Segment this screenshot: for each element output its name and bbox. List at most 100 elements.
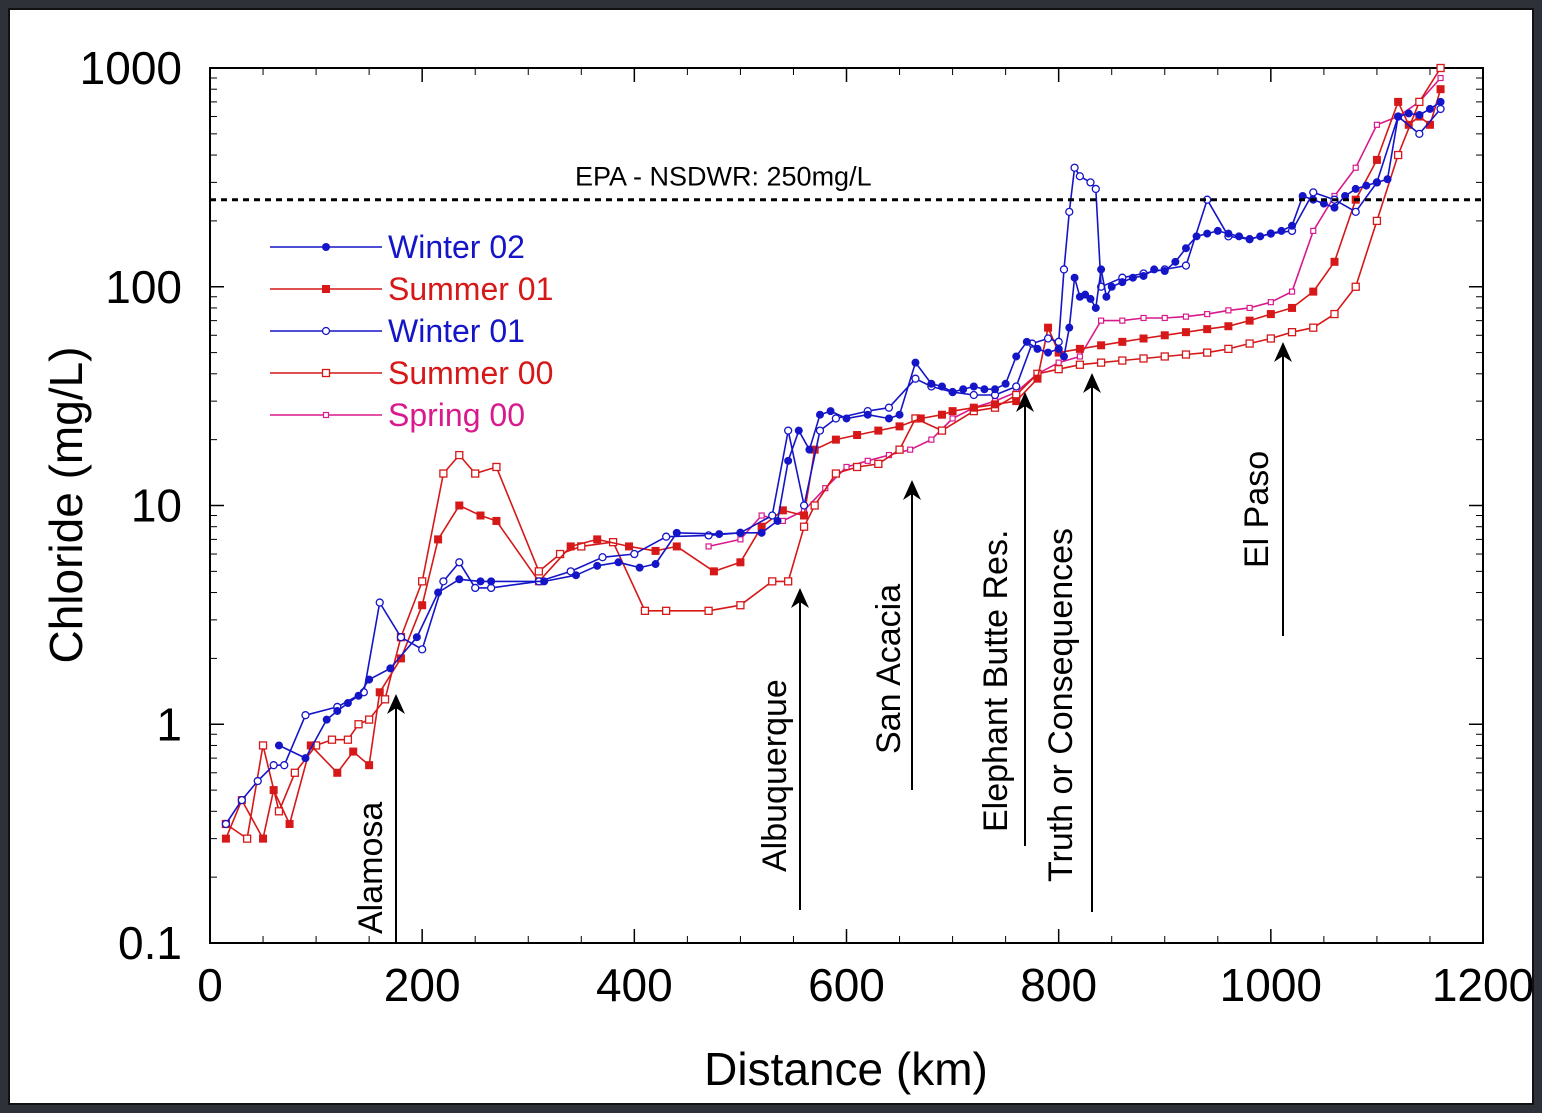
data-point-winter-02 <box>1171 257 1180 266</box>
data-point-summer-01 <box>593 535 602 544</box>
data-point-winter-02 <box>1266 229 1275 238</box>
data-point-winter-01 <box>396 633 406 642</box>
data-point-summer-01 <box>434 535 443 544</box>
data-point-winter-02 <box>757 528 766 537</box>
data-point-winter-02 <box>354 691 363 700</box>
data-point-summer-00 <box>1436 63 1445 73</box>
data-point-summer-01 <box>1436 85 1445 94</box>
data-point-summer-00 <box>895 445 904 454</box>
data-point-summer-00 <box>1330 309 1339 319</box>
data-point-winter-02 <box>937 382 946 391</box>
data-point-summer-00 <box>492 462 501 472</box>
data-point-winter-02 <box>1181 244 1190 253</box>
data-point-winter-01 <box>1436 104 1445 114</box>
data-point-spring-00 <box>1204 310 1211 318</box>
data-point-summer-01 <box>1044 323 1053 332</box>
data-point-winter-02 <box>412 633 421 642</box>
data-point-spring-00 <box>1437 74 1444 82</box>
data-point-spring-00 <box>1225 307 1232 314</box>
data-point-winter-01 <box>884 403 894 412</box>
data-point-summer-00 <box>1075 360 1085 369</box>
data-point-winter-01 <box>418 645 427 654</box>
legend-item-summer-01: Summer 01 <box>270 271 553 307</box>
data-point-summer-00 <box>704 606 713 615</box>
data-point-summer-00 <box>242 834 252 843</box>
data-point-winter-01 <box>1181 261 1191 270</box>
legend-label-spring-00: Spring 00 <box>388 397 525 433</box>
y-tick-label: 100 <box>105 261 182 313</box>
data-point-summer-00 <box>736 601 745 610</box>
data-point-winter-02 <box>1224 229 1233 238</box>
annotation-elephant-butte-res: Elephant Butte Res. <box>977 392 1034 846</box>
legend-item-winter-01: Winter 01 <box>270 313 525 349</box>
legend-item-winter-02: Winter 02 <box>270 229 525 265</box>
data-point-winter-01 <box>486 583 496 593</box>
data-point-summer-01 <box>455 501 464 510</box>
data-point-summer-01 <box>991 400 1000 409</box>
data-point-winter-02 <box>969 382 978 391</box>
x-tick-label: 400 <box>596 959 673 1011</box>
data-point-spring-00 <box>864 457 871 464</box>
legend: Winter 02 Summer 01 Winter 01 Summer 00 Spri… <box>270 229 553 433</box>
y-tick-label: 1000 <box>80 42 182 94</box>
data-point-summer-00 <box>768 577 777 586</box>
data-point-summer-01 <box>221 834 230 843</box>
data-point-summer-01 <box>1097 341 1106 350</box>
data-point-summer-01 <box>492 516 501 525</box>
data-point-winter-02 <box>1160 267 1169 276</box>
annotation-label-alamosa: Alamosa <box>352 802 390 934</box>
y-tick-label: 0.1 <box>118 917 182 969</box>
data-point-winter-02 <box>1213 226 1222 235</box>
annotation-label-albuquerque: Albuquerque <box>756 679 794 872</box>
data-point-summer-00 <box>799 522 809 531</box>
data-point-winter-01 <box>662 532 671 541</box>
series-winter-02 <box>274 97 1445 763</box>
data-point-summer-01 <box>895 422 904 431</box>
data-point-winter-02 <box>476 577 485 586</box>
data-point-winter-02 <box>1245 235 1254 244</box>
data-point-winter-02 <box>1150 265 1159 274</box>
data-point-summer-00 <box>1266 334 1275 343</box>
annotation-albuquerque: Albuquerque <box>756 588 809 910</box>
data-point-winter-02 <box>1288 221 1297 230</box>
annotation-alamosa: Alamosa <box>352 694 405 943</box>
data-point-winter-02 <box>1086 294 1095 303</box>
data-point-winter-02 <box>1277 226 1286 235</box>
data-point-summer-00 <box>418 577 427 586</box>
data-point-winter-01 <box>799 501 809 510</box>
data-point-winter-02 <box>571 571 580 580</box>
data-point-summer-01 <box>1309 287 1318 296</box>
data-point-winter-02 <box>1383 175 1392 184</box>
data-point-spring-00 <box>1246 304 1253 312</box>
data-point-winter-02 <box>434 588 443 597</box>
data-point-winter-02 <box>1203 229 1212 238</box>
data-point-summer-01 <box>566 542 575 551</box>
annotation-arrowhead-el-paso <box>1274 342 1292 362</box>
data-point-summer-00 <box>354 720 363 729</box>
data-point-winter-02 <box>635 563 644 572</box>
legend-label-summer-01: Summer 01 <box>388 271 553 307</box>
data-point-summer-01 <box>333 768 342 777</box>
series-line-winter-02 <box>278 101 1442 759</box>
data-point-summer-01 <box>375 688 384 697</box>
data-point-winter-02 <box>614 558 623 567</box>
data-point-winter-02 <box>1102 292 1111 301</box>
data-point-winter-02 <box>736 528 745 537</box>
data-point-summer-01 <box>1139 334 1148 343</box>
x-tick-label: 200 <box>384 959 461 1011</box>
legend-item-spring-00: Spring 00 <box>270 397 525 433</box>
data-point-winter-01 <box>471 583 480 593</box>
data-point-winter-02 <box>863 410 872 419</box>
data-point-summer-01 <box>736 558 745 567</box>
data-point-winter-02 <box>1256 232 1265 241</box>
data-point-summer-00 <box>852 462 862 472</box>
data-point-winter-01 <box>439 577 448 586</box>
data-point-summer-00 <box>1351 282 1360 291</box>
data-point-summer-01 <box>709 567 718 576</box>
data-point-winter-02 <box>1012 352 1021 361</box>
data-point-winter-01 <box>969 390 978 400</box>
data-point-winter-02 <box>1044 348 1053 357</box>
chloride-chart: 0 200 400 600 800 1000 1200 0.1 1 10 100 1000 Alamo… <box>40 42 1532 1095</box>
data-point-summer-01 <box>874 426 883 435</box>
data-point-summer-01 <box>1118 337 1127 346</box>
